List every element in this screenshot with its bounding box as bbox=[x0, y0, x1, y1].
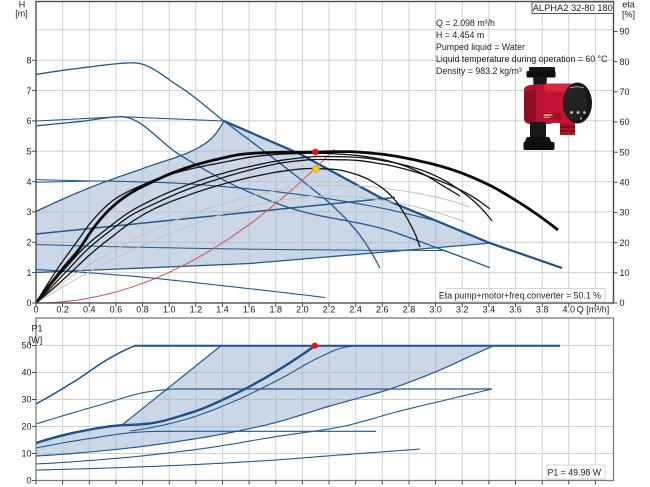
svg-text:4.0: 4.0 bbox=[563, 305, 576, 315]
svg-text:eta: eta bbox=[622, 0, 635, 10]
svg-text:7: 7 bbox=[26, 86, 31, 96]
svg-text:6: 6 bbox=[26, 116, 31, 126]
svg-text:0: 0 bbox=[620, 298, 625, 308]
svg-text:50: 50 bbox=[21, 341, 31, 351]
svg-text:50: 50 bbox=[620, 147, 630, 157]
svg-text:10: 10 bbox=[620, 268, 630, 278]
svg-text:1.4: 1.4 bbox=[216, 305, 229, 315]
svg-text:80: 80 bbox=[620, 57, 630, 67]
svg-text:60: 60 bbox=[620, 117, 630, 127]
svg-text:Q [m³/h]: Q [m³/h] bbox=[577, 305, 610, 315]
svg-text:1.0: 1.0 bbox=[163, 305, 176, 315]
svg-text:3.8: 3.8 bbox=[536, 305, 549, 315]
svg-text:2.0: 2.0 bbox=[296, 305, 309, 315]
svg-text:20: 20 bbox=[620, 238, 630, 248]
svg-text:Q = 2.098 m³/h: Q = 2.098 m³/h bbox=[436, 18, 495, 28]
svg-text:[%]: [%] bbox=[622, 10, 635, 20]
svg-text:1.2: 1.2 bbox=[190, 305, 203, 315]
svg-text:Pumped liquid = Water: Pumped liquid = Water bbox=[436, 42, 525, 52]
svg-text:90: 90 bbox=[620, 27, 630, 37]
svg-text:3.6: 3.6 bbox=[509, 305, 522, 315]
svg-text:0.2: 0.2 bbox=[56, 305, 69, 315]
svg-text:2: 2 bbox=[26, 238, 31, 248]
svg-text:2.8: 2.8 bbox=[403, 305, 416, 315]
svg-text:2.2: 2.2 bbox=[323, 305, 336, 315]
svg-text:[W]: [W] bbox=[29, 335, 43, 345]
svg-text:4: 4 bbox=[26, 177, 31, 187]
svg-text:Eta pump+motor+freq.converter: Eta pump+motor+freq.converter = 50.1 % bbox=[439, 291, 601, 301]
svg-text:0: 0 bbox=[33, 305, 38, 315]
svg-text:P1: P1 bbox=[31, 324, 42, 334]
svg-text:20: 20 bbox=[21, 422, 31, 432]
svg-text:3.0: 3.0 bbox=[429, 305, 442, 315]
svg-text:3: 3 bbox=[26, 207, 31, 217]
svg-text:40: 40 bbox=[21, 368, 31, 378]
svg-text:3.2: 3.2 bbox=[456, 305, 469, 315]
svg-text:Liquid temperature during oper: Liquid temperature during operation = 60… bbox=[436, 54, 608, 64]
svg-text:2.6: 2.6 bbox=[376, 305, 389, 315]
svg-text:30: 30 bbox=[21, 395, 31, 405]
svg-text:0.8: 0.8 bbox=[136, 305, 149, 315]
svg-text:70: 70 bbox=[620, 87, 630, 97]
svg-text:H = 4.454 m: H = 4.454 m bbox=[436, 30, 484, 40]
svg-text:1: 1 bbox=[26, 268, 31, 278]
svg-text:30: 30 bbox=[620, 208, 630, 218]
svg-text:0.6: 0.6 bbox=[110, 305, 123, 315]
svg-text:0: 0 bbox=[26, 476, 31, 486]
svg-text:10: 10 bbox=[21, 449, 31, 459]
svg-text:0.4: 0.4 bbox=[83, 305, 96, 315]
svg-text:0: 0 bbox=[26, 298, 31, 308]
svg-text:[m]: [m] bbox=[15, 9, 28, 19]
svg-text:8: 8 bbox=[26, 55, 31, 65]
svg-text:5: 5 bbox=[26, 146, 31, 156]
svg-text:Density = 983.2 kg/m³: Density = 983.2 kg/m³ bbox=[436, 66, 522, 76]
svg-text:1.8: 1.8 bbox=[270, 305, 283, 315]
svg-text:P1 = 49.98 W: P1 = 49.98 W bbox=[547, 468, 601, 478]
svg-text:3.4: 3.4 bbox=[483, 305, 496, 315]
svg-text:1.6: 1.6 bbox=[243, 305, 256, 315]
svg-text:ALPHA2 32-80 180: ALPHA2 32-80 180 bbox=[533, 3, 613, 13]
svg-text:40: 40 bbox=[620, 178, 630, 188]
svg-text:H: H bbox=[19, 0, 26, 10]
svg-text:2.4: 2.4 bbox=[349, 305, 362, 315]
